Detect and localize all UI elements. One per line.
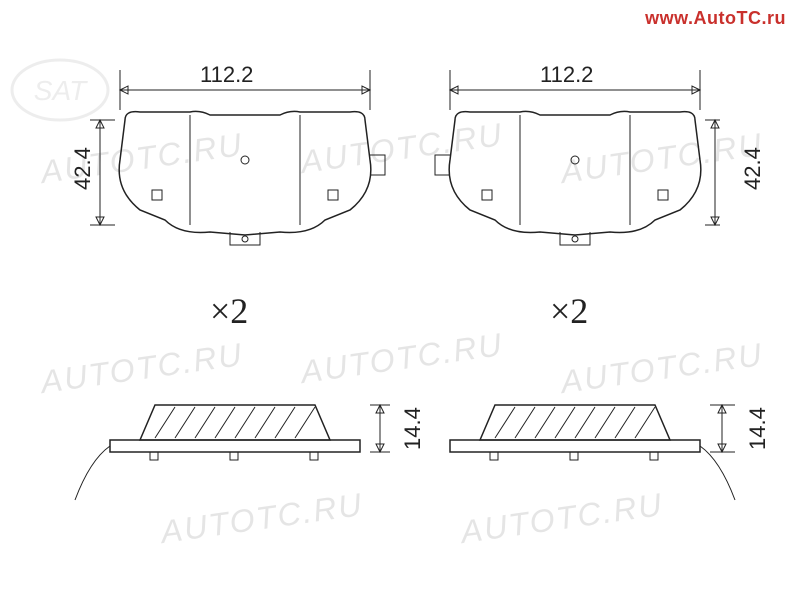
left-pad-face [80, 60, 400, 280]
left-height-label: 42.4 [70, 147, 96, 190]
left-pad-side [60, 370, 400, 540]
right-thick-label: 14.4 [745, 407, 771, 450]
left-qty: ×2 [210, 290, 248, 332]
left-width-label: 112.2 [200, 62, 253, 88]
right-width-label: 112.2 [540, 62, 593, 88]
left-thick-label: 14.4 [400, 407, 426, 450]
right-pad-side [410, 370, 750, 540]
diagram-canvas: www.AutoTC.ru SAT AUTOTC.RU AUTOTC.RU AU… [0, 0, 800, 600]
right-height-label: 42.4 [740, 147, 766, 190]
site-url: www.AutoTC.ru [645, 8, 786, 29]
right-pad-face [420, 60, 740, 280]
right-qty: ×2 [550, 290, 588, 332]
